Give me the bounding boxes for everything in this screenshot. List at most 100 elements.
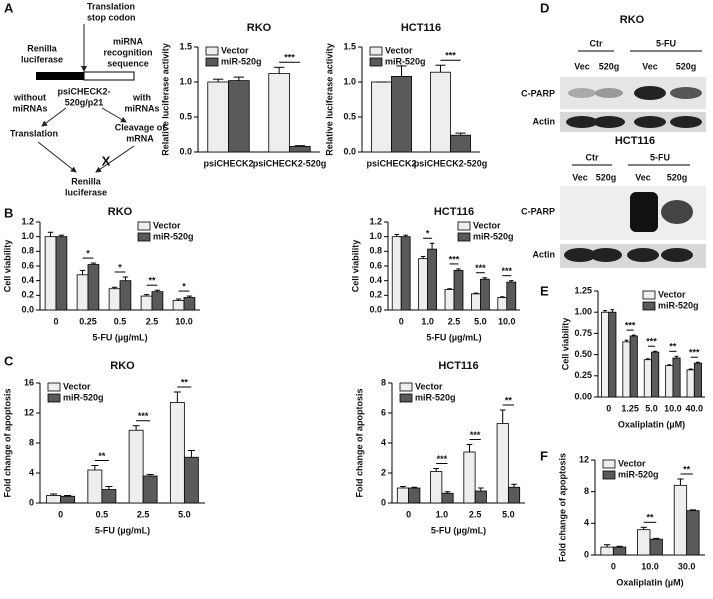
label: 520g/p21 — [65, 97, 104, 107]
legend-label: miR-520g — [221, 56, 262, 66]
lane-label: 520g — [599, 61, 620, 71]
label: luciferase — [21, 54, 63, 64]
x-tick-label: 0.5 — [96, 509, 109, 519]
significance: *** — [475, 263, 486, 273]
y-tick-label: 8 — [29, 437, 34, 447]
legend-swatch — [369, 57, 383, 67]
x-tick-label: psiCHECK2 — [203, 158, 253, 168]
legend-swatch — [642, 290, 656, 300]
legend-swatch — [399, 393, 413, 403]
panel-label: F — [540, 448, 548, 463]
bar — [207, 81, 229, 153]
y-tick-label: 4 — [29, 467, 34, 477]
y-tick-label: 0.2 — [21, 290, 34, 300]
legend-label: miR-520g — [63, 392, 104, 402]
bar — [119, 280, 132, 311]
bar — [471, 293, 481, 311]
blot-title: RKO — [620, 14, 645, 26]
y-tick-label: 6 — [381, 407, 386, 417]
bar — [444, 289, 455, 311]
bar — [506, 281, 517, 311]
legend-swatch — [457, 221, 471, 231]
label: Renilla — [27, 43, 58, 53]
bar — [396, 487, 410, 504]
significance: ** — [646, 513, 654, 523]
cross: X — [102, 153, 111, 168]
bar — [87, 469, 103, 504]
blot-hct116: HCT116 Ctr 5-FU Vec 520g Vec 520g C-PARP… — [521, 135, 706, 268]
label: stop codon — [87, 12, 136, 22]
significance: *** — [284, 53, 295, 63]
x-axis-label: 5-FU (µg/mL) — [95, 525, 150, 535]
legend-label: Vector — [63, 381, 91, 391]
legend-label: miR-520g — [153, 231, 194, 241]
y-tick-label: 1.5 — [179, 41, 192, 51]
y-tick-label: 0.8 — [21, 246, 34, 256]
x-tick-label: 5.0 — [645, 403, 658, 413]
significance: ** — [98, 451, 106, 461]
legend-label: miR-520g — [385, 56, 426, 66]
significance: *** — [625, 320, 636, 330]
y-tick-label: 0 — [584, 549, 589, 559]
significance: *** — [470, 430, 481, 440]
x-tick-label: 40.0 — [686, 403, 704, 413]
row-label: Actin — [533, 249, 556, 259]
x-tick-label: 0 — [53, 316, 58, 326]
bar — [183, 297, 196, 311]
label: miRNAs — [12, 103, 47, 113]
bar — [430, 471, 443, 504]
x-axis-label: 5-FU (µg/mL) — [431, 525, 486, 535]
significance: *** — [437, 454, 448, 464]
lane-label: Vec — [635, 172, 651, 182]
y-tick-label: 1.00 — [574, 307, 592, 317]
label: with — [132, 92, 151, 102]
y-tick-label: 8 — [381, 377, 386, 387]
bar — [140, 295, 153, 311]
bar — [60, 495, 76, 504]
y-axis-label: Cell viability — [350, 240, 360, 293]
bar — [400, 236, 411, 311]
panel-label: A — [4, 0, 14, 15]
x-tick-label: 1.0 — [421, 316, 434, 326]
y-tick-label: 12 — [579, 454, 589, 464]
x-tick-label: 10.0 — [641, 561, 659, 571]
gene-bar — [83, 71, 135, 81]
y-axis-label: Cell viability — [560, 318, 570, 371]
bar — [600, 546, 614, 556]
x-tick-label: 0 — [399, 316, 404, 326]
label: Renilla — [71, 176, 102, 186]
bar — [44, 236, 57, 311]
x-tick-label: psiCHECK2-520g — [253, 158, 327, 168]
bar — [108, 288, 121, 311]
row-label: Actin — [533, 116, 556, 126]
row-label: C-PARP — [521, 206, 555, 216]
y-tick-label: 1.0 — [343, 76, 356, 86]
y-tick-label: 1.2 — [21, 216, 34, 226]
y-tick-label: 0.75 — [574, 328, 592, 338]
y-tick-label: 0.50 — [574, 349, 592, 359]
bar — [430, 71, 451, 153]
bar — [391, 76, 412, 153]
x-tick-label: 0 — [611, 561, 616, 571]
legend-swatch — [205, 46, 219, 56]
bar — [686, 369, 695, 398]
y-tick-label: 4 — [584, 518, 589, 528]
label: luciferase — [65, 187, 107, 197]
y-tick-label: 8 — [584, 486, 589, 496]
legend-swatch — [399, 382, 413, 392]
legend-swatch — [205, 57, 219, 67]
y-tick-label: 1.0 — [179, 76, 192, 86]
bar — [87, 264, 100, 311]
bar — [629, 335, 638, 398]
legend-swatch — [602, 459, 616, 469]
bar — [76, 274, 89, 311]
significance: ** — [505, 395, 513, 405]
bar — [228, 80, 250, 153]
bar — [371, 81, 392, 153]
y-tick-label: 0.6 — [21, 260, 34, 270]
bar — [128, 429, 144, 504]
label: recognition — [104, 47, 153, 57]
x-tick-label: 2.5 — [469, 509, 482, 519]
y-axis-label: Fold change of apoptosis — [557, 453, 567, 562]
